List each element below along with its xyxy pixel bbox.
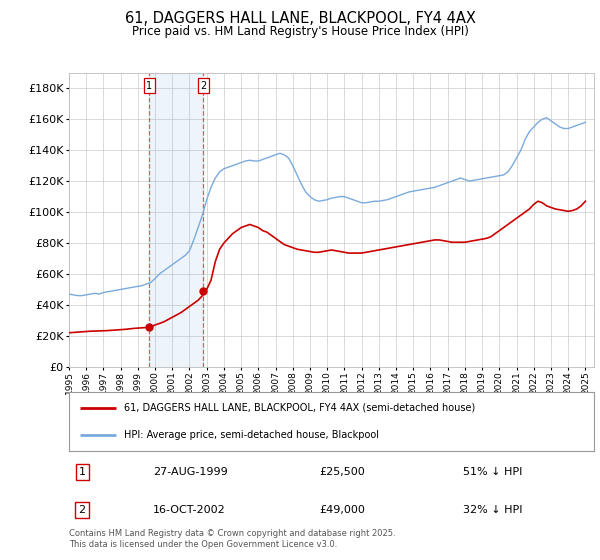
Text: 61, DAGGERS HALL LANE, BLACKPOOL, FY4 4AX (semi-detached house): 61, DAGGERS HALL LANE, BLACKPOOL, FY4 4A… [124,403,475,413]
Text: 16-OCT-2002: 16-OCT-2002 [153,505,226,515]
Text: 61, DAGGERS HALL LANE, BLACKPOOL, FY4 4AX: 61, DAGGERS HALL LANE, BLACKPOOL, FY4 4A… [125,11,475,26]
Text: 2: 2 [79,505,86,515]
Text: £25,500: £25,500 [319,467,365,477]
Text: 1: 1 [79,467,86,477]
Text: Price paid vs. HM Land Registry's House Price Index (HPI): Price paid vs. HM Land Registry's House … [131,25,469,38]
Text: £49,000: £49,000 [319,505,365,515]
Text: Contains HM Land Registry data © Crown copyright and database right 2025.
This d: Contains HM Land Registry data © Crown c… [69,529,395,549]
Text: 1: 1 [146,81,152,91]
Bar [149,73,203,367]
Text: 32% ↓ HPI: 32% ↓ HPI [463,505,522,515]
Text: 27-AUG-1999: 27-AUG-1999 [153,467,228,477]
Text: HPI: Average price, semi-detached house, Blackpool: HPI: Average price, semi-detached house,… [124,430,379,440]
Text: 51% ↓ HPI: 51% ↓ HPI [463,467,522,477]
Text: 2: 2 [200,81,206,91]
